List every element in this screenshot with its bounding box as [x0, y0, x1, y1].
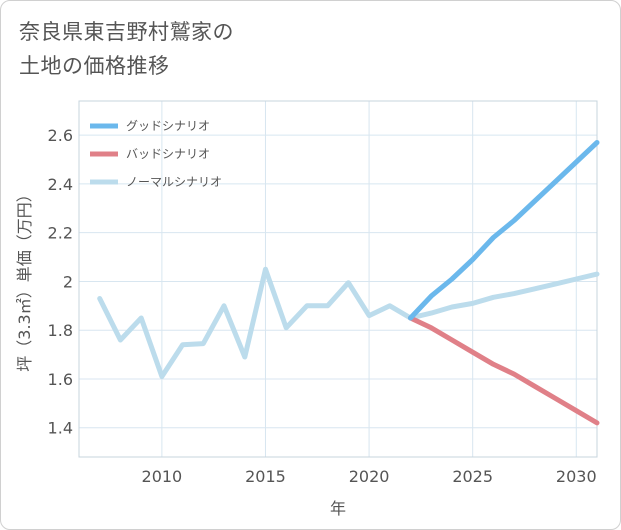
legend-label-normal: ノーマルシナリオ	[126, 175, 222, 189]
x-tick-label: 2025	[452, 467, 493, 486]
y-tick-label: 2	[63, 272, 73, 291]
y-axis-label: 坪（3.3㎡）単価（万円）	[15, 186, 34, 371]
x-tick-label: 2030	[556, 467, 597, 486]
x-axis-ticks: 2010 2015 2020 2025 2030	[142, 467, 597, 486]
series-lines	[97, 140, 600, 426]
legend-label-bad: バッドシナリオ	[126, 147, 210, 161]
series-line-good	[408, 140, 600, 321]
y-tick-label: 1.4	[48, 419, 73, 438]
x-tick-label: 2010	[142, 467, 183, 486]
x-axis-label: 年	[330, 499, 346, 518]
series-line-bad	[408, 315, 600, 426]
y-axis-ticks: 1.4 1.6 1.8 2 2.2 2.4 2.6	[48, 126, 73, 438]
plot-frame	[78, 100, 598, 458]
y-tick-label: 1.6	[48, 370, 73, 389]
title-line-1: 奈良県東吉野村鷲家の	[19, 20, 234, 44]
x-tick-label: 2015	[245, 467, 286, 486]
chart-title: 奈良県東吉野村鷲家の 土地の価格推移	[19, 15, 234, 83]
y-tick-label: 2.6	[48, 126, 73, 145]
y-tick-label: 2.4	[48, 175, 73, 194]
title-line-2: 土地の価格推移	[19, 54, 170, 78]
y-tick-label: 2.2	[48, 224, 73, 243]
grid-lines	[79, 101, 597, 457]
legend-label-good: グッドシナリオ	[126, 119, 210, 133]
series-line-normal	[97, 266, 600, 379]
y-tick-label: 1.8	[48, 321, 73, 340]
x-tick-label: 2020	[349, 467, 390, 486]
